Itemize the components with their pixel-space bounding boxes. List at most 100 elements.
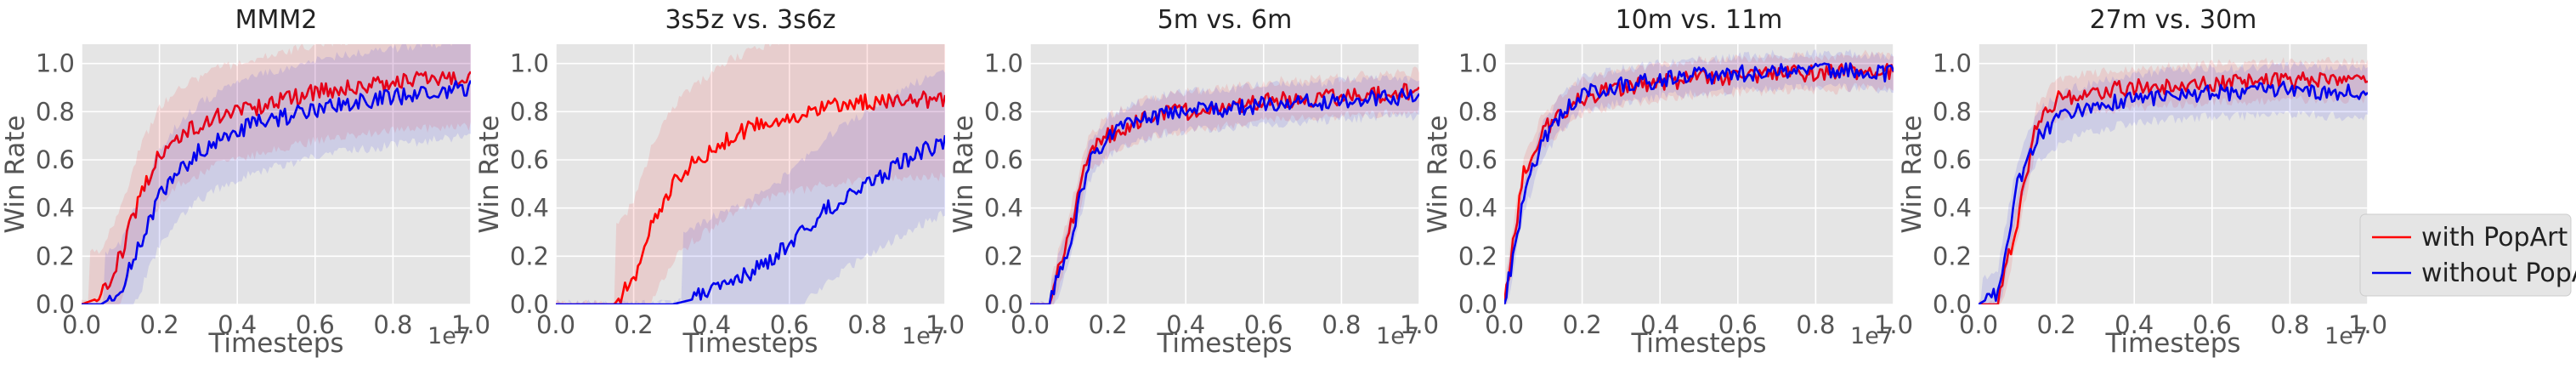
y-tick-label: 0.8 [984,97,1023,126]
x-tick-label: 1.0 [451,310,490,339]
confidence-band-without-popart [82,44,471,304]
chart-panel-2: 3s5z vs. 3s6z 0.0 0.2 0.4 0.6 0.8 1.0 0.0 0.2 0.4… [474,5,965,359]
y-tick-label: 0.6 [36,145,75,174]
y-tick-label: 0.6 [1458,145,1497,174]
x-scale-offset-label: 1e7 [427,323,471,349]
x-axis-label: Timesteps [1630,328,1766,359]
y-tick-label: 0.8 [1458,97,1497,126]
x-tick-label: 0.0 [1959,310,1998,339]
x-tick-label: 1.0 [2348,310,2387,339]
x-tick-label: 0.6 [1718,310,1758,339]
x-tick-label: 0.0 [1011,310,1050,339]
legend-label: without PopArt [2421,258,2576,288]
confidence-band-without-popart [556,70,945,304]
chart-panel-1: MMM2 0.0 0.2 0.4 0.6 0.8 1.0 0.0 0.2 0.4 0.6 0.8 1.0… [0,5,490,359]
chart-title: 10m vs. 11m [1616,5,1783,35]
x-scale-offset-label: 1e7 [902,323,945,349]
plot-series-group [1504,48,1894,304]
chart-panel-5: 27m vs. 30m 0.0 0.2 0.4 0.6 0.8 1.0 0.0 0.2 0.4 0.… [1897,5,2387,359]
y-tick-label: 0.0 [1933,290,1972,319]
series-line-without-popart [1979,80,2368,304]
x-tick-label: 0.8 [2270,310,2309,339]
plot-area [1504,44,1894,304]
x-scale-offset-label: 1e7 [1850,323,1894,349]
series-line-without-popart [1030,88,1419,304]
y-tick-label: 0.6 [510,145,549,174]
y-tick-label: 0.2 [1933,241,1972,270]
plot-area [1979,44,2368,304]
y-axis-label: Win Rate [1897,115,1928,233]
y-tick-label: 0.2 [1458,241,1497,270]
x-tick-label: 0.2 [140,310,179,339]
series-line-without-popart [82,80,471,304]
legend: with PopArt without PopArt [2359,213,2576,297]
x-tick-label: 0.6 [1244,310,1283,339]
x-tick-label: 0.4 [1640,310,1679,339]
x-tick-label: 0.2 [614,310,654,339]
series-line-with-popart [82,71,471,304]
plot-series-group [556,44,945,304]
series-line-with-popart [1979,71,2368,304]
x-tick-label: 0.8 [847,310,886,339]
y-tick-label: 0.4 [36,194,75,223]
x-tick-label: 0.2 [2037,310,2076,339]
y-tick-label: 0.6 [1933,145,1972,174]
y-tick-label: 0.2 [510,241,549,270]
y-tick-label: 1.0 [36,49,75,78]
y-tick-label: 0.2 [984,241,1023,270]
x-scale-offset-label: 1e7 [1376,323,1419,349]
chart-panel-3: 5m vs. 6m 0.0 0.2 0.4 0.6 0.8 1.0 0.0 0.2 0.4 0.6 0… [948,5,1439,359]
y-tick-label: 0.0 [984,290,1023,319]
series-line-without-popart [1504,62,1894,304]
y-tick-label: 0.4 [1933,194,1972,223]
chart-title: 5m vs. 6m [1158,5,1293,35]
y-axis-label: Win Rate [948,115,979,233]
x-tick-label: 0.8 [1322,310,1361,339]
y-tick-label: 0.4 [1458,194,1497,223]
chart-title: 3s5z vs. 3s6z [665,5,835,35]
series-line-with-popart [556,90,945,304]
chart-title: 27m vs. 30m [2090,5,2257,35]
plot-series-group [1030,66,1419,304]
plot-area [82,44,471,304]
confidence-band-with-popart [82,44,471,304]
x-tick-label: 0.8 [373,310,412,339]
x-tick-label: 1.0 [1874,310,1913,339]
y-tick-label: 0.6 [984,145,1023,174]
x-tick-label: 0.4 [2115,310,2154,339]
legend-label: with PopArt [2421,223,2568,253]
x-tick-label: 1.0 [1400,310,1439,339]
x-tick-label: 0.2 [1563,310,1602,339]
y-tick-label: 0.0 [36,290,75,319]
y-tick-label: 0.8 [36,97,75,126]
plot-series-group [82,44,471,304]
y-axis-label: Win Rate [474,115,505,233]
x-tick-label: 0.0 [1485,310,1524,339]
plot-series-group [1979,56,2368,304]
y-tick-label: 0.0 [510,290,549,319]
x-tick-label: 0.0 [62,310,101,339]
y-tick-label: 0.0 [1458,290,1497,319]
x-axis-label: Timesteps [207,328,343,359]
plot-area [1030,44,1419,304]
y-tick-label: 0.4 [984,194,1023,223]
confidence-band-without-popart [1979,61,2368,304]
y-axis-label: Win Rate [0,115,31,233]
x-tick-label: 0.2 [1089,310,1128,339]
y-tick-label: 1.0 [1933,49,1972,78]
series-line-without-popart [556,134,945,304]
y-axis-label: Win Rate [1423,115,1453,233]
chart-title: MMM2 [235,5,318,35]
y-tick-label: 0.2 [36,241,75,270]
x-tick-label: 0.0 [536,310,575,339]
x-axis-label: Timesteps [682,328,818,359]
x-tick-label: 0.6 [770,310,809,339]
y-tick-label: 0.8 [510,97,549,126]
x-tick-label: 0.4 [692,310,731,339]
x-scale-offset-label: 1e7 [2324,323,2368,349]
y-tick-label: 0.8 [1933,97,1972,126]
y-tick-label: 1.0 [510,49,549,78]
x-tick-label: 0.8 [1796,310,1835,339]
